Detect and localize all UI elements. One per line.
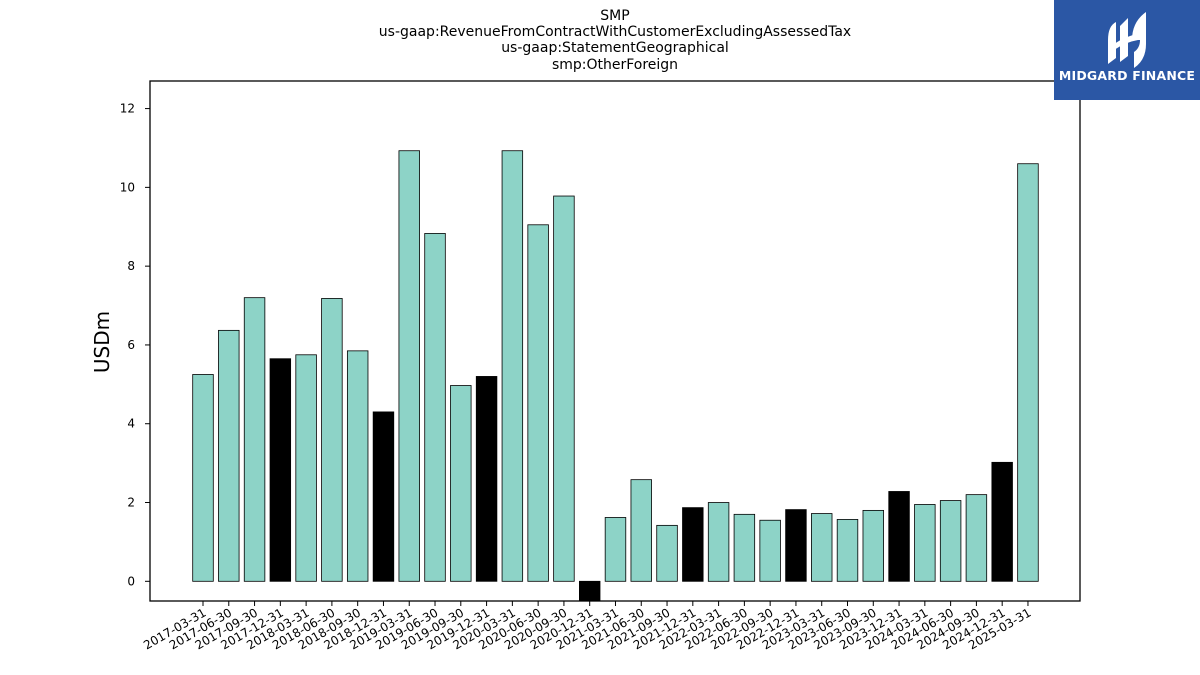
y-tick-label: 0 [127,574,135,588]
bar-2017-12-31 [269,358,292,582]
y-axis: 0 2 4 6 8 10 12 [120,102,150,588]
bar-2017-03-31 [192,374,214,582]
bar-2021-12-31 [682,507,704,582]
brand-mark-icon [1108,12,1146,68]
chart-title-line-4: smp:OtherForeign [552,57,678,73]
y-tick-label: 6 [127,338,135,352]
bar-2021-09-30 [656,524,678,582]
chart-title-line-1: SMP [600,8,629,24]
bar-2023-03-31 [811,513,833,582]
y-tick-label: 8 [127,259,135,273]
bar-2025-03-31 [1017,163,1039,582]
bars-group [192,150,1039,602]
bar-2022-09-30 [759,519,781,582]
bar-2024-09-30 [965,494,988,582]
y-tick-label: 2 [127,496,135,510]
bar-2024-12-31 [991,461,1013,582]
bar-2020-03-31 [501,150,524,582]
bar-2020-09-30 [553,195,575,582]
bar-2022-12-31 [785,509,807,582]
bar-2018-12-31 [372,411,395,582]
chart-title-line-3: us-gaap:StatementGeographical [501,40,729,56]
bar-2022-06-30 [733,513,756,582]
chart-title: SMP us-gaap:RevenueFromContractWithCusto… [379,8,851,73]
bar-2019-03-31 [398,150,420,582]
bar-2020-12-31 [579,580,601,602]
bar-2018-03-31 [295,354,317,582]
bar-2024-03-31 [914,504,936,582]
y-axis-label: USDm [90,311,114,373]
plot-frame [149,80,1081,602]
bar-2021-06-30 [630,479,652,582]
chart-title-line-2: us-gaap:RevenueFromContractWithCustomerE… [379,24,851,40]
bar-2019-12-31 [475,376,498,582]
bar-2017-09-30 [243,297,266,582]
y-tick-label: 4 [127,417,135,431]
x-axis: 2017-03-312017-06-302017-09-302017-12-31… [141,601,1033,652]
bar-2018-09-30 [346,350,369,582]
brand-name: MIDGARD FINANCE [1058,68,1196,83]
bar-2023-12-31 [888,491,910,582]
y-tick-label: 10 [120,180,135,194]
bar-2019-06-30 [424,233,446,582]
bar-2024-06-30 [939,500,962,582]
bar-2023-06-30 [836,519,859,582]
brand-logo: MIDGARD FINANCE [1054,0,1200,100]
y-tick-label: 12 [120,102,135,116]
bar-2023-09-30 [862,509,884,582]
bar-2022-03-31 [707,502,730,582]
bar-2018-06-30 [321,298,343,582]
bar-2019-09-30 [450,385,472,582]
bar-2020-06-30 [527,224,549,582]
bar-2021-03-31 [604,517,627,582]
bar-2017-06-30 [218,329,240,582]
